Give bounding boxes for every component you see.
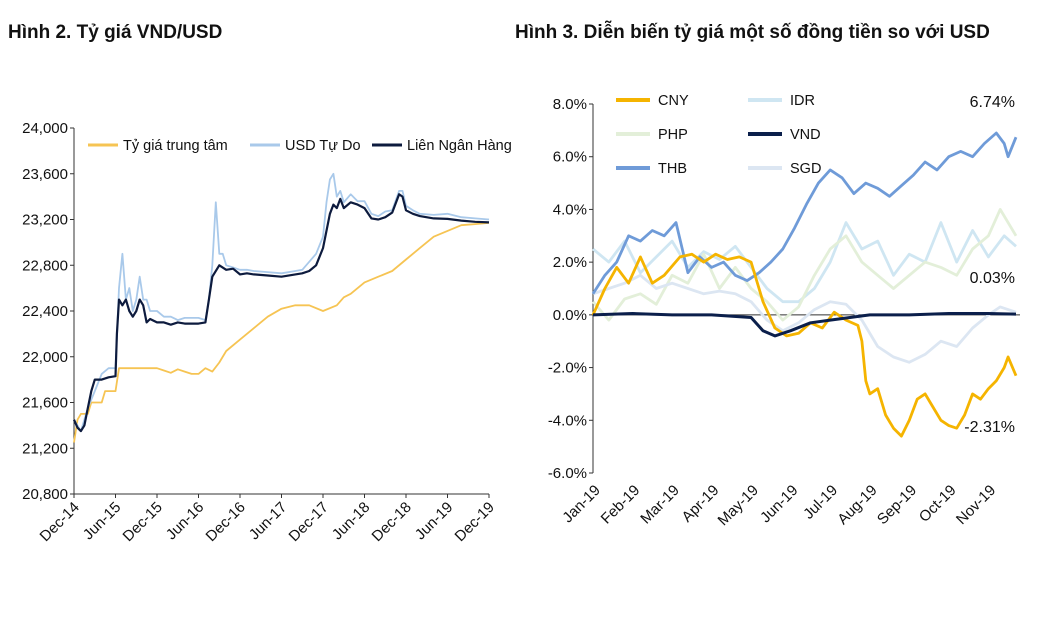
right-legend-label: VND xyxy=(790,127,821,143)
left-x-tick-label: Dec-18 xyxy=(369,499,415,545)
left-legend-label: Tỷ giá trung tâm xyxy=(123,138,228,154)
right-series-line-idr xyxy=(592,221,1017,304)
left-y-tick-label: 21,200 xyxy=(22,440,68,457)
right-series-line-cny xyxy=(591,252,1018,438)
right-x-tick-label: Nov-19 xyxy=(953,482,999,528)
right-chart-title: Hình 3. Diễn biến tỷ giá một số đồng tiề… xyxy=(515,22,990,43)
left-x-tick-label: Jun-17 xyxy=(246,499,290,543)
right-y-tick-label: -2.0% xyxy=(548,360,587,377)
right-legend-label: IDR xyxy=(790,93,815,109)
right-series-line-thb xyxy=(591,131,1018,295)
right-x-tick-label: Feb-19 xyxy=(598,482,644,528)
right-legend-label: PHP xyxy=(658,127,688,143)
right-y-tick-label: -4.0% xyxy=(548,412,587,429)
left-series-line-tỷ-giá-trung-tâm xyxy=(73,222,490,443)
left-y-tick-label: 21,600 xyxy=(22,395,68,412)
left-x-tick-label: Jun-15 xyxy=(80,499,124,543)
right-x-tick-label: Jan-19 xyxy=(559,482,603,526)
right-y-tick-label: 6.0% xyxy=(553,149,587,166)
left-legend-label: Liên Ngân Hàng xyxy=(407,138,512,154)
left-x-tick-label: Dec-16 xyxy=(203,499,249,545)
right-annotation-thb: 6.74% xyxy=(970,94,1015,111)
right-annotation-vnd: 0.03% xyxy=(970,270,1015,287)
left-y-tick-label: 22,800 xyxy=(22,257,68,274)
left-x-tick-label: Dec-17 xyxy=(286,499,332,545)
left-x-tick-label: Jun-18 xyxy=(329,499,373,543)
right-series-line-vnd xyxy=(592,312,1017,338)
left-y-tick-label: 23,200 xyxy=(22,212,68,229)
left-y-tick-label: 22,000 xyxy=(22,349,68,366)
right-y-tick-label: -6.0% xyxy=(548,465,587,482)
left-x-tick-label: Dec-15 xyxy=(120,499,166,545)
left-y-tick-label: 22,400 xyxy=(22,303,68,320)
right-x-tick-label: Sep-19 xyxy=(874,482,920,528)
left-y-tick-label: 20,800 xyxy=(22,486,68,503)
right-y-tick-label: 8.0% xyxy=(553,96,587,113)
right-series-line-php xyxy=(591,208,1018,322)
left-x-tick-label: Jun-19 xyxy=(412,499,456,543)
right-y-tick-label: 4.0% xyxy=(553,201,587,218)
right-series-line-sgd xyxy=(592,273,1017,364)
left-chart-title: Hình 2. Tỷ giá VND/USD xyxy=(8,22,223,43)
left-x-tick-label: Dec-14 xyxy=(37,499,83,545)
left-x-tick-label: Dec-19 xyxy=(452,499,498,545)
right-legend-label: THB xyxy=(658,161,687,177)
right-annotation-cny: -2.31% xyxy=(964,419,1015,436)
left-x-tick-label: Jun-16 xyxy=(163,499,207,543)
left-legend-label: USD Tự Do xyxy=(285,138,361,154)
left-y-tick-label: 23,600 xyxy=(22,166,68,183)
right-x-tick-label: Jun-19 xyxy=(757,482,801,526)
right-y-tick-label: 2.0% xyxy=(553,254,587,271)
right-x-tick-label: Mar-19 xyxy=(637,482,683,528)
right-legend-label: CNY xyxy=(658,93,689,109)
right-x-tick-label: May-19 xyxy=(715,482,762,529)
right-legend-label: SGD xyxy=(790,161,821,177)
right-x-tick-label: Oct-19 xyxy=(916,482,960,526)
left-series-line-usd-tự-do xyxy=(73,172,490,432)
right-x-tick-label: Aug-19 xyxy=(834,482,880,528)
right-y-tick-label: 0.0% xyxy=(553,307,587,324)
left-series-line-liên-ngân-hàng xyxy=(72,193,490,433)
left-y-tick-label: 24,000 xyxy=(22,120,68,137)
